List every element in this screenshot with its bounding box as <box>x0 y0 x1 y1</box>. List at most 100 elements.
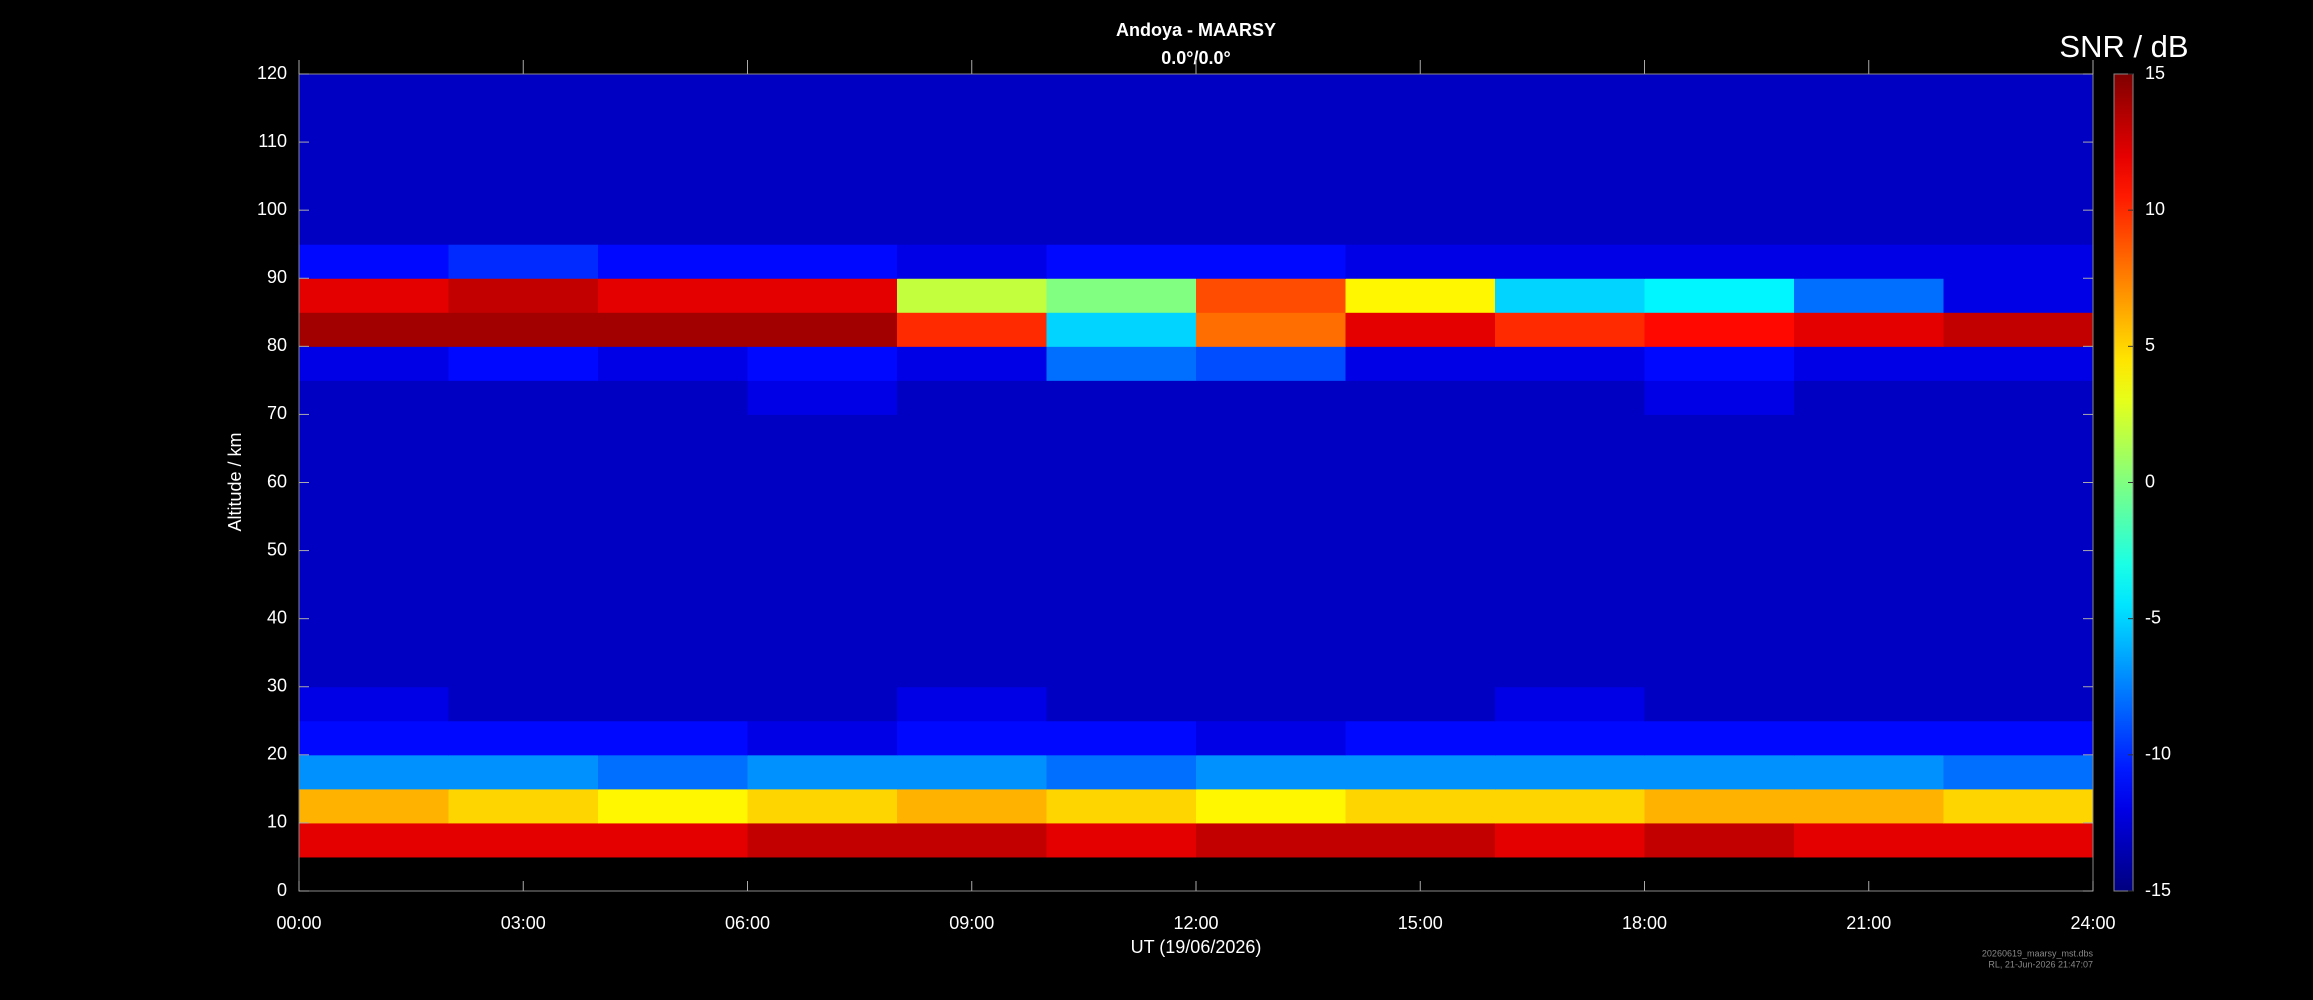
heat-cell <box>1196 312 1346 347</box>
heat-cell <box>598 380 748 415</box>
y-tick-label: 70 <box>267 403 287 423</box>
chart-subtitle: 0.0°/0.0° <box>1161 48 1230 68</box>
heat-cell <box>897 618 1047 654</box>
heat-cell <box>598 788 748 824</box>
heat-cell <box>1345 380 1496 415</box>
heat-cell <box>299 652 449 688</box>
heat-cell <box>897 652 1047 688</box>
heat-cell <box>1943 720 2094 756</box>
heat-cell <box>1046 652 1197 688</box>
heat-cell <box>1495 618 1645 654</box>
heat-cell <box>299 176 449 211</box>
heat-cell <box>747 482 898 518</box>
heat-cell <box>1046 414 1197 449</box>
heat-cell <box>1046 482 1197 518</box>
heat-cell <box>448 482 599 518</box>
heat-cell <box>598 312 748 347</box>
heat-cell <box>299 822 449 858</box>
heat-cell <box>598 720 748 756</box>
heat-cell <box>1644 516 1795 552</box>
heat-cell <box>1644 754 1795 790</box>
colorbar-tick-label: -15 <box>2145 880 2171 900</box>
colorbar-tick-label: 5 <box>2145 335 2155 355</box>
heat-cell <box>448 516 599 552</box>
heat-cell <box>1495 244 1645 279</box>
heat-cell <box>1495 448 1645 483</box>
heat-cell <box>598 686 748 722</box>
heat-cell <box>897 244 1047 279</box>
heat-cell <box>299 482 449 518</box>
heat-cell <box>598 142 748 177</box>
heat-cell <box>1794 210 1944 245</box>
heat-cell <box>1495 516 1645 552</box>
heat-cell <box>1943 822 2094 858</box>
heat-cell <box>1345 244 1496 279</box>
heat-cell <box>598 176 748 211</box>
x-tick-label: 00:00 <box>276 913 321 933</box>
heat-cell <box>1345 652 1496 688</box>
heat-cell <box>1196 516 1346 552</box>
heat-cell <box>1046 720 1197 756</box>
heat-cell <box>897 550 1047 586</box>
heat-cell <box>1644 482 1795 518</box>
heat-cell <box>1495 652 1645 688</box>
heat-cell <box>1644 720 1795 756</box>
heat-cell <box>598 244 748 279</box>
heat-cell <box>1943 516 2094 552</box>
heat-cell <box>897 346 1047 381</box>
heat-cell <box>897 686 1047 722</box>
heat-cell <box>1644 346 1795 381</box>
heat-cell <box>747 618 898 654</box>
x-axis-label: UT (19/06/2026) <box>1131 937 1262 957</box>
y-tick-label: 110 <box>258 131 287 151</box>
heat-cell <box>1794 788 1944 824</box>
heat-cell <box>747 108 898 143</box>
heat-cell <box>1495 346 1645 381</box>
heat-cell <box>897 754 1047 790</box>
heat-cell <box>448 380 599 415</box>
colorbar-tick-label: -10 <box>2145 744 2171 764</box>
heat-cell <box>299 448 449 483</box>
heat-cell <box>1794 516 1944 552</box>
heat-cell <box>1644 822 1795 858</box>
heat-cell <box>1794 822 1944 858</box>
heat-cell <box>1495 380 1645 415</box>
heat-cell <box>448 108 599 143</box>
heat-cell <box>1345 346 1496 381</box>
heat-cell <box>1196 822 1346 858</box>
heat-cell <box>1196 754 1346 790</box>
heat-cell <box>1644 108 1795 143</box>
heat-cell <box>747 754 898 790</box>
heat-cell <box>1943 788 2094 824</box>
heat-cell <box>747 74 898 109</box>
heat-cell <box>1495 788 1645 824</box>
heat-cell <box>1345 754 1496 790</box>
heat-cell <box>1644 618 1795 654</box>
heat-cell <box>448 74 599 109</box>
heat-cell <box>1644 550 1795 586</box>
colorbar-label: SNR / dB <box>2059 29 2188 64</box>
heat-cell <box>1943 108 2094 143</box>
heat-cell <box>1495 312 1645 347</box>
heat-cell <box>1046 142 1197 177</box>
heat-cell <box>1196 584 1346 620</box>
heat-cell <box>299 584 449 620</box>
heat-cell <box>1943 210 2094 245</box>
heat-cell <box>1943 584 2094 620</box>
heat-cell <box>1345 482 1496 518</box>
heat-cell <box>299 108 449 143</box>
heat-cell <box>598 652 748 688</box>
heat-cell <box>1196 210 1346 245</box>
heat-cell <box>1495 176 1645 211</box>
heat-cell <box>1943 550 2094 586</box>
heat-cell <box>299 550 449 586</box>
heat-cell <box>448 754 599 790</box>
heat-cell <box>1046 788 1197 824</box>
heat-cell <box>1495 584 1645 620</box>
heat-cell <box>1943 176 2094 211</box>
heat-cell <box>747 686 898 722</box>
heat-cell <box>1644 788 1795 824</box>
heat-cell <box>448 278 599 313</box>
heat-cell <box>1794 380 1944 415</box>
